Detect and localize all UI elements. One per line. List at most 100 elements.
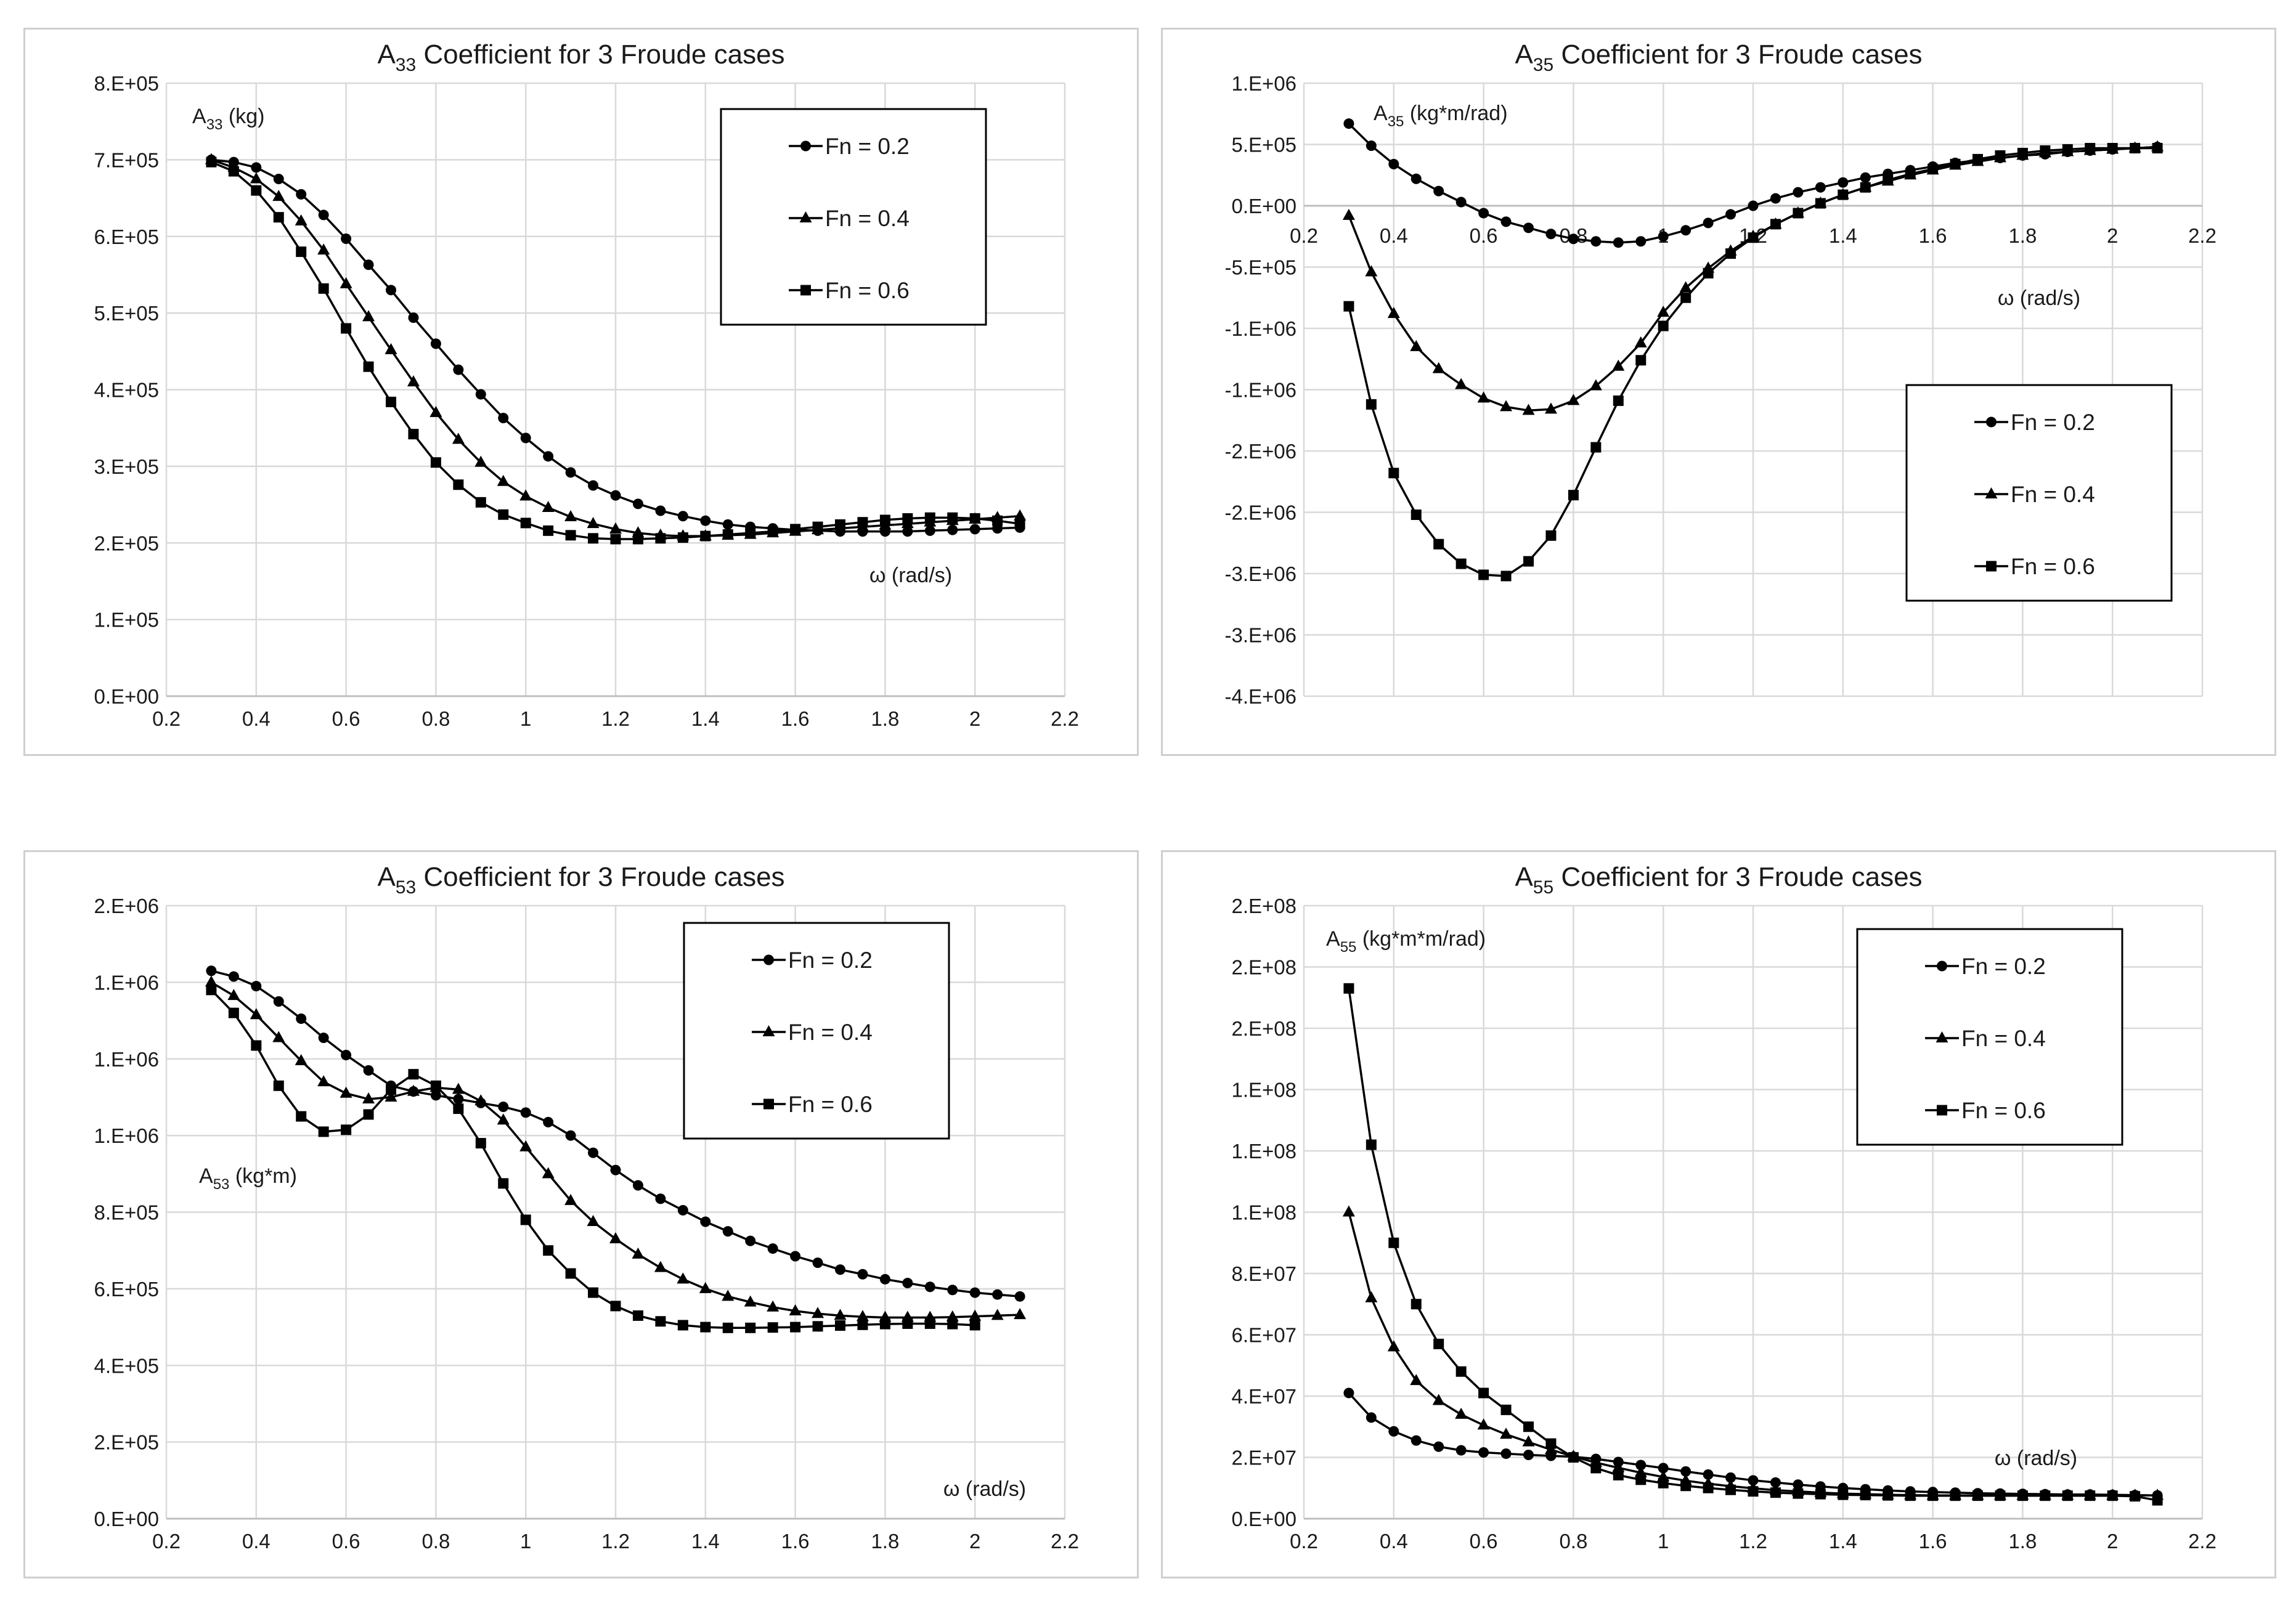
- data-point: [2085, 1490, 2096, 1501]
- data-point: [745, 1235, 756, 1246]
- data-point: [362, 1092, 375, 1104]
- x-tick-label: 2: [969, 707, 980, 730]
- data-point: [1366, 1139, 1377, 1150]
- data-point: [655, 505, 666, 516]
- data-point: [1500, 400, 1513, 412]
- data-point: [1680, 225, 1691, 236]
- data-point: [1590, 1463, 1602, 1474]
- y-tick-label: -2.E+06: [1225, 502, 1297, 524]
- x-tick-label: 0.8: [421, 707, 450, 730]
- data-point: [1658, 320, 1669, 331]
- x-tick-label: 0.4: [1380, 1530, 1408, 1553]
- data-point: [1590, 442, 1602, 453]
- data-point: [1883, 1490, 1894, 1501]
- y-tick-label: 7.E+05: [94, 148, 159, 171]
- x-axis-label: ω (rad/s): [1998, 286, 2080, 310]
- y-tick-label: 2.E+05: [94, 532, 159, 554]
- y-axis-label: A33 (kg): [192, 105, 264, 133]
- data-point: [857, 1319, 868, 1330]
- data-point: [341, 1050, 352, 1061]
- data-point: [206, 985, 217, 996]
- data-point: [1544, 402, 1557, 414]
- data-point: [722, 1289, 735, 1301]
- data-point: [1477, 391, 1490, 403]
- data-point: [924, 1318, 935, 1329]
- data-point: [790, 524, 801, 535]
- data-point: [767, 1322, 778, 1333]
- data-point: [430, 1090, 441, 1101]
- data-point: [453, 364, 464, 375]
- data-point: [969, 1309, 982, 1321]
- data-point: [318, 283, 329, 294]
- legend-label: Fn = 0.4: [788, 1020, 873, 1045]
- data-point: [857, 1269, 868, 1280]
- x-tick-label: 2: [969, 1530, 980, 1553]
- data-point: [812, 1257, 823, 1269]
- x-tick-label: 1: [1658, 1530, 1669, 1553]
- y-tick-label: 4.E+05: [94, 1354, 159, 1377]
- y-tick-label: 0.E+00: [94, 1508, 159, 1530]
- data-point: [1748, 200, 1759, 211]
- data-point: [475, 389, 486, 400]
- data-point: [632, 1310, 643, 1321]
- data-point: [1567, 394, 1580, 405]
- data-point: [543, 1245, 554, 1256]
- data-point: [924, 525, 935, 536]
- x-tick-label: 1: [520, 1530, 531, 1553]
- chart-panel-a55: A55 Coefficient for 3 Froude cases 0.E+00…: [1161, 850, 2276, 1578]
- data-point: [542, 1167, 555, 1179]
- data-point: [430, 338, 441, 349]
- x-tick-label: 2: [2107, 1530, 2118, 1553]
- data-point: [632, 1180, 643, 1191]
- data-point: [429, 405, 442, 417]
- data-point: [1838, 1489, 1849, 1500]
- x-tick-label: 0.4: [1380, 224, 1408, 247]
- data-point: [1545, 229, 1557, 240]
- data-point: [452, 1082, 465, 1094]
- data-point: [632, 1247, 645, 1259]
- data-point: [475, 1138, 486, 1149]
- data-point: [2040, 1490, 2051, 1501]
- data-point: [1365, 1291, 1378, 1302]
- y-axis-label: A53 (kg*m): [199, 1164, 297, 1193]
- data-point: [812, 521, 823, 532]
- data-point: [1928, 163, 1939, 174]
- data-point: [206, 965, 217, 977]
- data-point: [1793, 187, 1804, 198]
- data-point: [341, 323, 352, 334]
- x-tick-label: 0.6: [1470, 1530, 1498, 1553]
- data-point: [812, 1321, 823, 1332]
- x-tick-label: 0.4: [242, 1530, 271, 1553]
- data-point: [789, 1304, 802, 1315]
- data-point: [1455, 1445, 1467, 1456]
- data-point: [1928, 1490, 1939, 1501]
- data-point: [295, 214, 307, 225]
- x-tick-label: 1.4: [691, 707, 720, 730]
- data-point: [1523, 1421, 1534, 1432]
- data-point: [1860, 172, 1871, 183]
- data-point: [609, 1232, 622, 1244]
- data-point: [497, 474, 510, 486]
- y-tick-label: 1.E+06: [94, 1124, 159, 1147]
- data-point: [1613, 237, 1624, 248]
- data-point: [767, 526, 778, 537]
- legend-marker-icon: [1985, 487, 1998, 498]
- data-point: [1455, 197, 1467, 208]
- data-point: [1725, 1472, 1736, 1483]
- legend-marker-icon: [1936, 1031, 1948, 1042]
- data-point: [318, 1033, 329, 1044]
- data-point: [924, 512, 935, 523]
- legend-label: Fn = 0.4: [1961, 1026, 2046, 1051]
- data-point: [700, 1322, 711, 1333]
- data-point: [1972, 153, 1983, 164]
- y-tick-label: -3.E+06: [1225, 562, 1297, 585]
- x-tick-label: 0.4: [242, 707, 271, 730]
- data-point: [1411, 1299, 1422, 1310]
- data-point: [2062, 1490, 2073, 1501]
- data-point: [699, 1281, 712, 1293]
- data-point: [1658, 231, 1669, 242]
- data-point: [475, 497, 486, 508]
- chart-svg: A35 Coefficient for 3 Froude cases -4.E+0…: [1161, 28, 2276, 756]
- data-point: [1478, 1447, 1489, 1458]
- data-point: [812, 1307, 824, 1318]
